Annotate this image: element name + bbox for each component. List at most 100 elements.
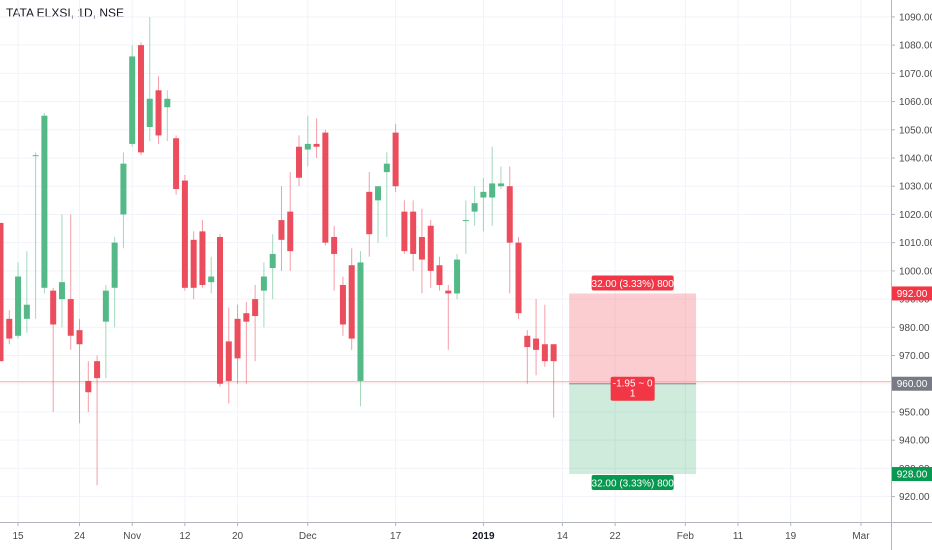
candle-body	[76, 330, 83, 345]
candle	[287, 172, 294, 271]
y-tick-label: 950.00	[899, 407, 930, 418]
candle-body	[550, 344, 557, 362]
y-tick-label: 1030.00	[899, 182, 932, 193]
candle	[383, 152, 390, 238]
candle-body	[541, 344, 548, 362]
candle	[418, 208, 425, 294]
x-tick-label: 14	[557, 531, 569, 542]
candle	[252, 284, 259, 362]
y-tick-label: 1010.00	[899, 238, 932, 249]
position-labels: 32.00 (3.33%) 800 32.00 (3.33%) 800 -1.95 …	[591, 275, 932, 491]
center-label-line1: -1.95 ~ 0	[613, 379, 653, 390]
candle	[515, 237, 522, 319]
candle-body	[322, 132, 329, 243]
y-tick-label: 1050.00	[899, 125, 932, 136]
y-tick-label: 940.00	[899, 436, 930, 447]
candle	[111, 237, 118, 328]
candle	[67, 214, 74, 350]
stop-label-box	[591, 475, 674, 491]
candle	[331, 225, 338, 291]
candle-body	[375, 186, 382, 201]
candle	[0, 222, 4, 362]
candle-body	[515, 242, 522, 314]
grid-lines	[0, 0, 891, 522]
candle	[94, 355, 101, 486]
candle	[85, 361, 92, 412]
candle-body	[67, 299, 74, 336]
y-tick-label: 980.00	[899, 323, 930, 334]
candle-body	[32, 155, 39, 157]
candle	[462, 200, 469, 254]
candle-body	[260, 276, 267, 291]
x-tick-label: 19	[785, 531, 797, 542]
candle	[146, 16, 153, 142]
candle	[120, 152, 127, 249]
y-tick-label: 1090.00	[899, 12, 932, 23]
candle	[436, 256, 443, 291]
center-label-line2: 1	[630, 389, 636, 400]
candle-body	[225, 341, 232, 381]
candle-body	[304, 143, 311, 150]
candle-body	[173, 138, 180, 190]
candle-body	[410, 211, 417, 254]
candle-body	[331, 237, 338, 254]
candle	[58, 214, 65, 328]
x-tick-label: 11	[733, 531, 744, 542]
candle	[15, 262, 22, 339]
candle	[269, 234, 276, 300]
candle-body	[243, 313, 250, 322]
candle	[506, 166, 513, 294]
candle	[129, 45, 136, 147]
candle	[497, 166, 504, 190]
y-tick-label: 1000.00	[899, 266, 932, 277]
candle-body	[497, 183, 504, 187]
candle	[304, 115, 311, 167]
profit-zone	[569, 293, 697, 384]
candle	[313, 118, 320, 159]
axis-price-label: 992.00	[897, 289, 928, 300]
candle	[454, 253, 461, 300]
y-tick-label: 1040.00	[899, 154, 932, 165]
candle	[480, 177, 487, 232]
axis-price-box	[892, 286, 932, 301]
candle	[199, 220, 206, 288]
candle	[6, 310, 13, 345]
candle-body	[50, 290, 57, 325]
axis-price-label: 928.00	[897, 470, 928, 481]
x-tick-label: Mar	[852, 531, 870, 542]
x-tick-label: Dec	[299, 531, 317, 542]
candle	[541, 304, 548, 367]
y-tick-label: 920.00	[899, 492, 930, 503]
candle-body	[146, 98, 153, 127]
candle-body	[6, 318, 13, 339]
candle	[137, 42, 144, 156]
candle	[23, 251, 30, 333]
x-tick-label: 20	[232, 531, 244, 542]
candle-body	[348, 265, 355, 339]
x-tick-label: Feb	[677, 531, 695, 542]
axis-price-label: 960.00	[897, 379, 928, 390]
candle-body	[357, 262, 364, 381]
candle	[357, 251, 364, 407]
candle-body	[506, 186, 513, 243]
x-tick-label: Nov	[123, 531, 141, 542]
candle	[190, 231, 197, 300]
candle-body	[296, 146, 303, 178]
candle-body	[111, 242, 118, 288]
candle	[366, 172, 373, 257]
candle	[471, 186, 478, 226]
candle	[155, 76, 162, 144]
target-label: 32.00 (3.33%) 800	[592, 279, 675, 290]
candle	[427, 220, 434, 288]
candle	[173, 135, 180, 195]
candle	[550, 344, 557, 418]
y-tick-label: 1080.00	[899, 41, 932, 52]
candle-body	[401, 211, 408, 252]
candle	[243, 301, 250, 384]
candle	[217, 234, 223, 387]
candle	[375, 186, 382, 243]
candle-body	[0, 222, 4, 362]
candle	[278, 186, 285, 271]
candle	[533, 299, 540, 376]
